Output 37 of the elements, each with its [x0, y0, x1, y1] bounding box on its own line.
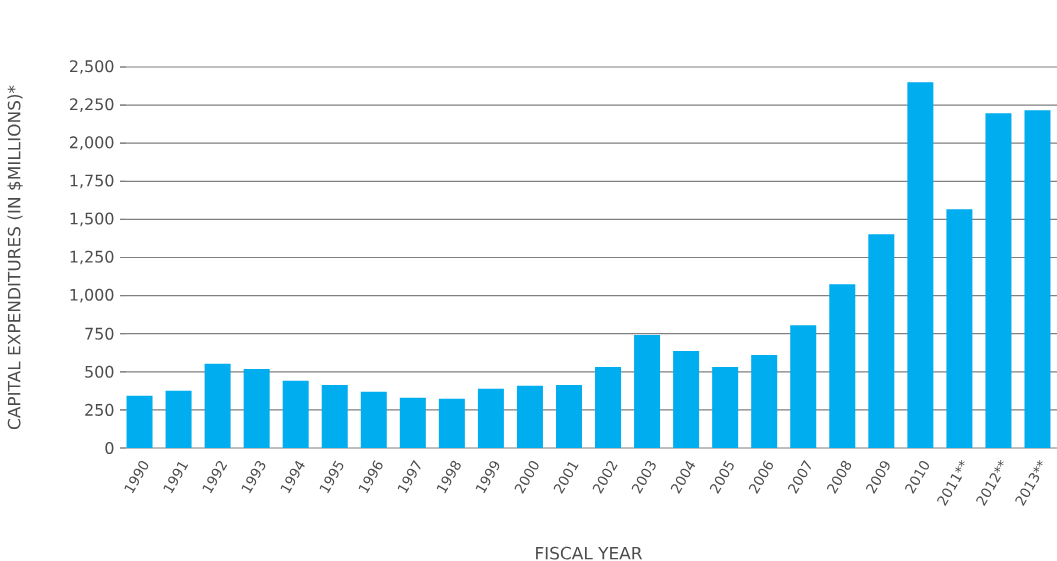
bar [1024, 110, 1051, 448]
bar [634, 335, 661, 448]
y-tick-label: 1,500 [70, 212, 114, 227]
y-tick-label: 2,500 [70, 60, 114, 74]
bar [712, 367, 739, 448]
bar [829, 284, 856, 448]
bar [946, 209, 973, 448]
bar [204, 363, 231, 448]
y-tick-label: 500 [85, 365, 114, 378]
y-tick-label: 2,000 [70, 136, 114, 151]
bar [282, 380, 309, 448]
bar [438, 398, 465, 448]
y-tick-label: 1,750 [70, 174, 114, 189]
bar [790, 325, 817, 448]
bar [360, 391, 387, 448]
y-tick-label: 2,250 [70, 98, 114, 112]
y-tick-label: 1,000 [70, 288, 114, 303]
bar [907, 82, 934, 448]
bar [243, 368, 270, 448]
bar [516, 385, 543, 448]
bar [399, 397, 426, 448]
y-tick-label: 0 [105, 441, 114, 455]
bar [673, 351, 700, 448]
y-axis-title: CAPITAL EXPENDITURES (IN $MILLIONS)* [7, 85, 23, 430]
y-tick-label: 1,250 [70, 250, 114, 265]
y-tick-label: 750 [85, 327, 114, 340]
bar [868, 234, 895, 448]
bar [321, 384, 348, 448]
bar [595, 367, 622, 448]
x-axis-title: FISCAL YEAR [536, 546, 643, 560]
bar [555, 384, 582, 448]
bar [477, 388, 504, 448]
bar [165, 390, 192, 448]
bar [751, 355, 778, 448]
bar [126, 395, 153, 448]
bar [985, 113, 1012, 448]
y-tick-label: 250 [85, 403, 114, 416]
